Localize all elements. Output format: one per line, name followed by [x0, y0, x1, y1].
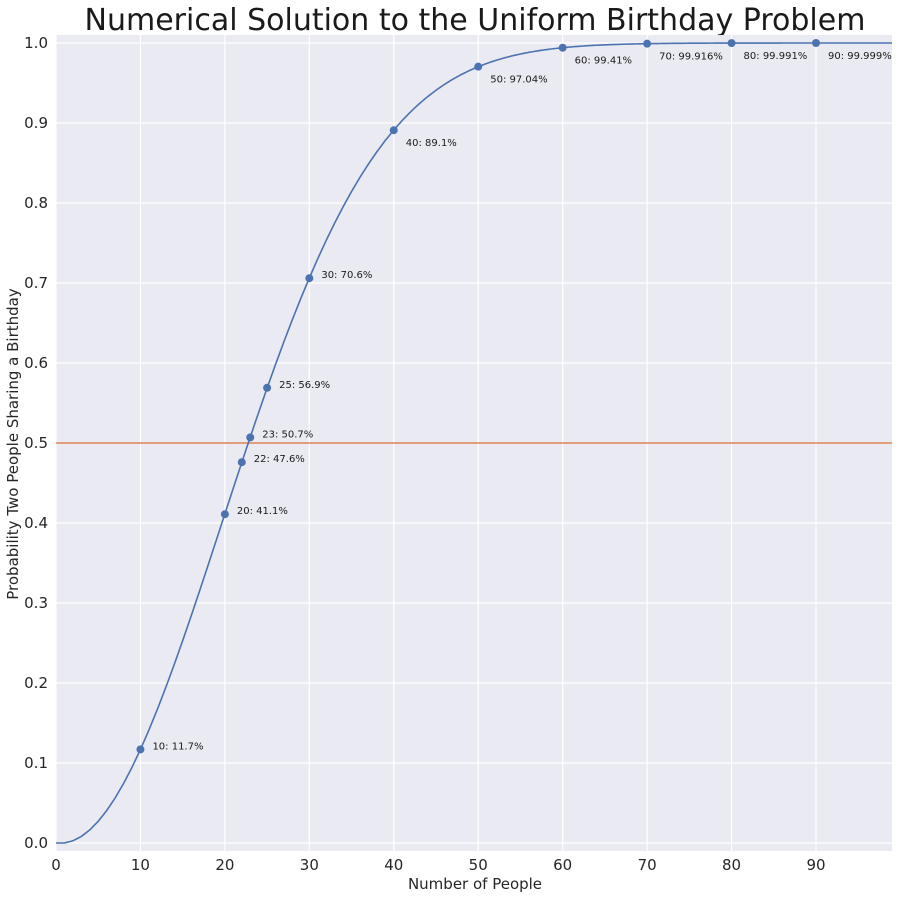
data-point-label: 25: 56.9%: [279, 380, 330, 391]
y-tick-label: 0.3: [24, 594, 48, 612]
y-tick-label: 0.0: [24, 834, 48, 852]
x-tick-label: 0: [51, 856, 61, 874]
y-tick-label: 0.7: [24, 274, 48, 292]
data-points: 10: 11.7% 20: 41.1% 22: 47.6% 23: 50.7% 25: …: [136, 39, 892, 754]
data-point-label: 10: 11.7%: [152, 741, 203, 752]
y-tick-labels: 0.0 0.1 0.2 0.3 0.4 0.5 0.6 0.7 0.8 0.9 1.0: [24, 34, 48, 852]
data-point-label: 20: 41.1%: [237, 506, 288, 517]
data-point: [643, 39, 652, 48]
data-point-label: 50: 97.04%: [490, 75, 547, 86]
y-tick-label: 0.6: [24, 354, 48, 372]
data-point: [558, 43, 567, 52]
y-axis-label: Probability Two People Sharing a Birthda…: [4, 288, 22, 600]
x-tick-label: 80: [722, 856, 741, 874]
y-tick-label: 0.5: [24, 434, 48, 452]
data-point-label: 60: 99.41%: [575, 56, 632, 67]
y-tick-label: 0.9: [24, 114, 48, 132]
x-tick-label: 50: [469, 856, 488, 874]
x-tick-label: 60: [553, 856, 572, 874]
data-point-label: 22: 47.6%: [254, 454, 305, 465]
x-tick-labels: 0 10 20 30 40 50 60 70 80 90: [51, 856, 825, 874]
data-point: [246, 433, 255, 442]
data-point: [812, 39, 820, 48]
y-tick-label: 0.4: [24, 514, 48, 532]
data-point: [474, 62, 483, 71]
y-tick-label: 0.1: [24, 754, 48, 772]
x-tick-label: 40: [384, 856, 403, 874]
x-tick-label: 30: [300, 856, 319, 874]
data-point: [305, 274, 314, 283]
x-tick-label: 90: [806, 856, 825, 874]
y-tick-label: 0.8: [24, 194, 48, 212]
data-point-label: 40: 89.1%: [406, 138, 457, 149]
data-point-label: 23: 50.7%: [262, 429, 313, 440]
y-tick-label: 0.2: [24, 674, 48, 692]
data-point: [136, 745, 145, 754]
data-point-label: 30: 70.6%: [321, 270, 372, 281]
data-point: [727, 39, 736, 48]
x-tick-label: 20: [215, 856, 234, 874]
y-tick-label: 1.0: [24, 34, 48, 52]
data-point-label: 80: 99.991%: [744, 51, 808, 62]
data-point-label: 70: 99.916%: [659, 52, 723, 63]
x-axis-label: Number of People: [408, 875, 542, 893]
data-point: [220, 510, 229, 519]
x-tick-label: 10: [131, 856, 150, 874]
data-point: [237, 458, 246, 467]
chart-title: Numerical Solution to the Uniform Birthd…: [85, 3, 866, 38]
data-point: [389, 126, 398, 135]
x-tick-label: 70: [638, 856, 657, 874]
data-point: [263, 383, 272, 392]
data-point-label: 90: 99.999%: [828, 51, 892, 62]
probability-curve: [56, 42, 892, 844]
